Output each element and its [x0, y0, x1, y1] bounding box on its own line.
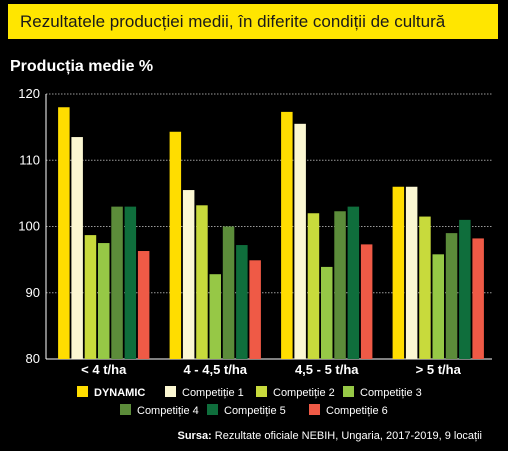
bar — [209, 274, 221, 359]
y-tick-label: 110 — [19, 152, 40, 167]
bar — [334, 211, 346, 359]
y-tick-label: 120 — [18, 86, 40, 101]
legend-label: Competiție 6 — [326, 405, 388, 417]
legend: DYNAMIC Competiție 1 Competiție 2 Competiți… — [77, 386, 422, 417]
x-tick-label: < 4 t/ha — [81, 362, 127, 377]
bar — [58, 107, 70, 359]
bar — [249, 260, 261, 359]
bar — [196, 205, 208, 359]
y-tick-label: 80 — [26, 351, 40, 366]
bar — [137, 251, 150, 359]
legend-label: DYNAMIC — [94, 387, 145, 399]
legend-swatch — [309, 404, 320, 415]
bar — [111, 206, 123, 359]
bar — [84, 235, 97, 359]
bar — [307, 213, 320, 359]
bar — [419, 216, 431, 359]
bar — [236, 245, 248, 359]
source-note: Sursa: Rezultate oficiale NEBIH, Ungaria… — [0, 430, 482, 442]
bar — [222, 226, 235, 359]
bar — [321, 266, 333, 359]
x-tick-label: 4 - 4,5 t/ha — [183, 362, 247, 377]
bar — [445, 233, 458, 359]
y-axis-label: Producția medie % — [10, 58, 154, 75]
bar — [294, 123, 306, 359]
x-tick-label: 4,5 - 5 t/ha — [295, 362, 359, 377]
bar — [472, 238, 484, 359]
bar — [347, 206, 360, 359]
source-text: Rezultate oficiale NEBIH, Ungaria, 2017-… — [214, 430, 482, 442]
x-tick-labels: < 4 t/ha 4 - 4,5 t/ha 4,5 - 5 t/ha > 5 t/ha — [81, 362, 461, 377]
y-tick-label: 100 — [18, 219, 40, 234]
bar — [98, 243, 110, 359]
chart-title: Rezultatele producției medii, în diferit… — [8, 4, 498, 39]
legend-swatch — [120, 404, 131, 415]
legend-swatch — [256, 386, 267, 397]
bars — [58, 107, 484, 359]
y-tick-labels: 80 90 100 110 120 — [18, 86, 40, 366]
legend-label: Competiție 1 — [182, 387, 244, 399]
y-tick-label: 90 — [26, 285, 40, 300]
bar — [405, 186, 418, 359]
bar — [71, 137, 83, 359]
legend-label: Competiție 3 — [360, 387, 422, 399]
bar — [281, 111, 293, 359]
source-label: Sursa: — [177, 430, 212, 442]
bar — [459, 219, 471, 359]
legend-label: Competiție 2 — [273, 387, 335, 399]
legend-swatch — [343, 386, 354, 397]
x-tick-label: > 5 t/ha — [416, 362, 462, 377]
bar — [182, 190, 195, 359]
bar — [169, 131, 182, 359]
bar — [392, 186, 405, 359]
bar — [432, 254, 444, 359]
legend-swatch — [77, 386, 88, 397]
legend-label: Competiție 5 — [224, 405, 286, 417]
bar — [124, 206, 137, 359]
legend-label: Competiție 4 — [137, 405, 199, 417]
bar — [360, 244, 373, 359]
legend-swatch — [165, 386, 176, 397]
legend-swatch — [207, 404, 218, 415]
